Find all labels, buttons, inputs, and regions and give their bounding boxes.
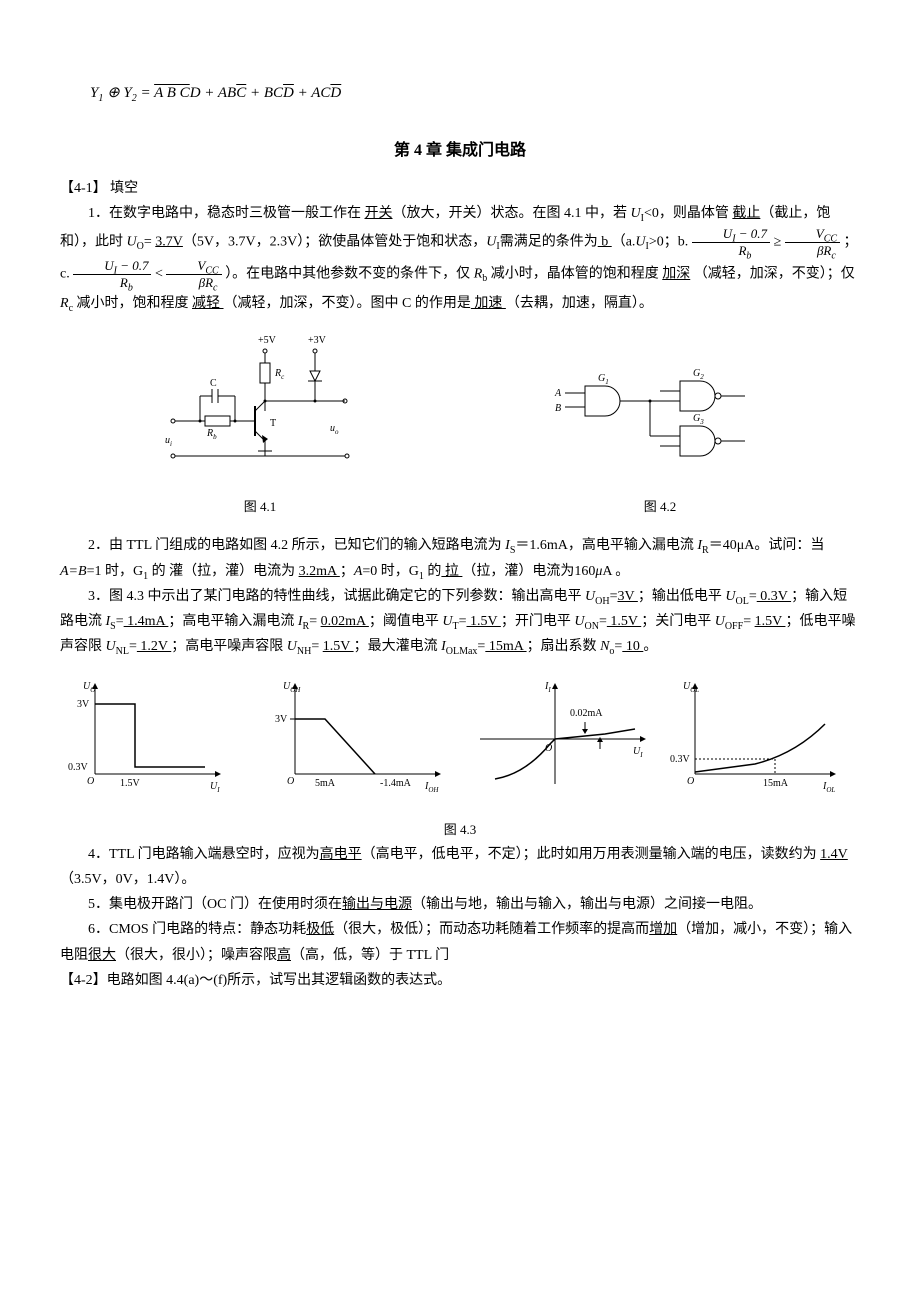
svg-text:UI: UI [210, 781, 220, 794]
svg-text:UOH: UOH [283, 681, 301, 694]
svg-text:O: O [287, 776, 294, 787]
svg-text:G1: G1 [598, 373, 609, 386]
formula-y1-y2: Y1 ⊕ Y2 = A B CD + ABC + BCD + ACD [90, 80, 860, 107]
svg-text:II: II [544, 681, 551, 694]
svg-text:UO: UO [83, 681, 95, 694]
svg-text:O: O [545, 743, 552, 754]
svg-text:+5V: +5V [258, 335, 277, 346]
svg-text:0.3V: 0.3V [670, 754, 691, 765]
svg-text:O: O [687, 776, 694, 787]
figure-4-1: +5V +3V Rc T [150, 331, 370, 519]
svg-text:+3V: +3V [308, 335, 327, 346]
svg-text:G3: G3 [693, 413, 704, 426]
svg-text:uo: uo [330, 423, 339, 436]
svg-text:T: T [270, 418, 276, 429]
question-5: 5．集电极开路门（OC 门）在使用时须在输出与电源（输出与地，输出与输入，输出与… [60, 892, 860, 917]
svg-text:0.3V: 0.3V [68, 762, 89, 773]
svg-text:1.5V: 1.5V [120, 778, 141, 789]
question-3: 3．图 4.3 中示出了某门电路的特性曲线，试据此确定它的下列参数：输出高电平 … [60, 584, 860, 660]
svg-text:-1.4mA: -1.4mA [380, 778, 412, 789]
svg-text:A: A [554, 388, 562, 399]
svg-text:0.02mA: 0.02mA [570, 708, 603, 719]
svg-text:3V: 3V [77, 699, 90, 710]
chart-2: UOH IOH 3V 5mA -1.4mA O [265, 674, 455, 803]
svg-text:IOL: IOL [822, 781, 835, 794]
svg-text:O: O [87, 776, 94, 787]
svg-text:Rc: Rc [274, 368, 285, 381]
svg-text:C: C [210, 378, 217, 389]
svg-text:B: B [555, 403, 561, 414]
figures-row-1: +5V +3V Rc T [60, 331, 860, 519]
circuit-4-2-svg: A B G1 G2 G3 [550, 361, 770, 481]
chart-4: UOL IOL 0.3V 15mA O [665, 674, 855, 803]
figure-4-2-caption: 图 4.2 [550, 495, 770, 518]
chapter-title: 第 4 章 集成门电路 [60, 137, 860, 166]
question-1: 1．在数字电路中，稳态时三极管一般工作在 开关（放大，开关）状态。在图 4.1 … [60, 201, 860, 316]
svg-text:3V: 3V [275, 714, 288, 725]
svg-text:5mA: 5mA [315, 778, 336, 789]
problem-4-1-label: 【4-1】 填空 [60, 176, 860, 201]
chart-1: UO UI 3V 0.3V 1.5V O [65, 674, 255, 803]
question-2: 2．由 TTL 门组成的电路如图 4.2 所示，已知它们的输入短路电流为 IS＝… [60, 533, 860, 583]
figure-4-3-caption: 图 4.3 [60, 818, 860, 841]
svg-text:ui: ui [165, 435, 172, 448]
figure-4-1-caption: 图 4.1 [150, 495, 370, 518]
question-4: 4．TTL 门电路输入端悬空时，应视为高电平（高电平，低电平，不定）；此时如用万… [60, 842, 860, 892]
svg-text:G2: G2 [693, 368, 704, 381]
svg-text:UOL: UOL [683, 681, 699, 694]
svg-text:15mA: 15mA [763, 778, 789, 789]
svg-text:Rb: Rb [206, 428, 217, 441]
chart-3: II UI 0.02mA O [465, 674, 655, 803]
question-6: 6．CMOS 门电路的特点：静态功耗极低（很大，极低）；而动态功耗随着工作频率的… [60, 917, 860, 967]
problem-4-2: 【4-2】电路如图 4.4(a)～(f)所示，试写出其逻辑函数的表达式。 [60, 968, 860, 993]
figure-4-2: A B G1 G2 G3 图 4.2 [550, 361, 770, 519]
svg-text:UI: UI [633, 746, 643, 759]
svg-text:IOH: IOH [424, 781, 439, 794]
charts-row-4-3: UO UI 3V 0.3V 1.5V O UOH IOH 3V 5mA -1.4… [60, 674, 860, 803]
circuit-4-1-svg: +5V +3V Rc T [150, 331, 370, 481]
